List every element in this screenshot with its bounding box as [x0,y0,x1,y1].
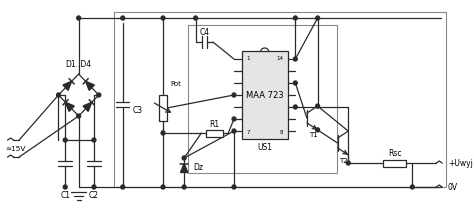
Circle shape [77,114,81,118]
Text: C3: C3 [132,106,143,115]
Circle shape [316,16,319,20]
Circle shape [293,16,297,20]
Circle shape [161,16,165,20]
Circle shape [121,185,125,189]
Text: Dz: Dz [193,164,203,173]
Text: Pot: Pot [171,81,182,87]
Bar [242,51,288,139]
Circle shape [64,185,67,189]
Circle shape [77,16,81,20]
Circle shape [194,16,198,20]
Polygon shape [86,81,94,90]
Circle shape [92,185,96,189]
Circle shape [232,93,236,97]
Bar [188,25,337,173]
Circle shape [232,129,236,133]
Text: 14: 14 [276,55,283,61]
Polygon shape [181,164,188,173]
Circle shape [316,104,319,108]
Circle shape [232,185,236,189]
Text: 1: 1 [246,55,250,61]
Bar [383,160,406,166]
Circle shape [232,117,236,121]
Text: MAA 723: MAA 723 [246,91,283,100]
Text: R1: R1 [210,119,220,128]
Circle shape [64,138,67,142]
Circle shape [161,185,165,189]
Circle shape [293,81,297,85]
Circle shape [182,185,186,189]
Polygon shape [63,81,72,90]
Text: US1: US1 [257,143,272,153]
Text: T1: T1 [309,132,318,138]
Circle shape [92,138,96,142]
Text: 0V: 0V [448,183,458,192]
Text: T2: T2 [339,158,348,164]
Circle shape [293,57,297,61]
Polygon shape [65,102,74,111]
Text: C4: C4 [199,27,210,37]
Text: C2: C2 [89,192,99,200]
Text: 7: 7 [246,130,250,134]
Circle shape [56,93,60,97]
Bar [114,12,446,187]
Circle shape [410,185,414,189]
Circle shape [182,156,186,160]
Circle shape [121,16,125,20]
Circle shape [346,161,350,165]
Bar [206,130,223,137]
Circle shape [316,128,319,132]
Circle shape [293,105,297,109]
Bar [159,95,167,121]
Circle shape [97,93,100,97]
Text: D1..D4: D1..D4 [65,60,91,69]
Text: +Uwyj: +Uwyj [448,158,473,168]
Text: ≈15V: ≈15V [5,146,25,152]
Text: Rsc: Rsc [388,149,401,157]
Text: 8: 8 [279,130,283,134]
Text: C1: C1 [60,192,70,200]
Polygon shape [83,102,92,111]
Circle shape [161,131,165,135]
